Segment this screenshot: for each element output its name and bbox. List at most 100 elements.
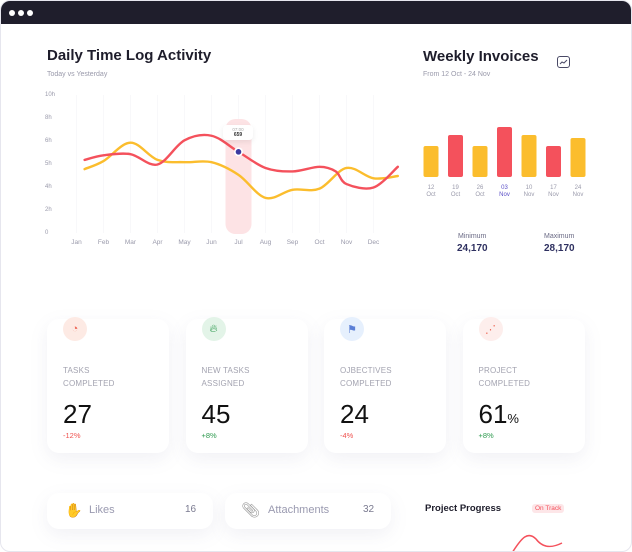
weekly-invoices-title: Weekly Invoices [423,48,539,65]
daily-chart-subtitle: Today vs Yesterday [47,71,108,78]
stat-card[interactable]: 🔥︎ NEW TASKS ASSIGNED 45 +8% [185,317,308,453]
bar-label-day: 03 [501,185,508,191]
likes-count: 16 [185,504,197,515]
clap-hands-icon: ✋ [65,502,83,518]
invoice-bar[interactable] [472,146,488,177]
invoice-bar[interactable] [570,138,586,177]
x-tick-label: Dec [367,239,380,246]
window-dot-icon[interactable] [18,10,24,16]
bar-label-month: Nov [572,192,584,198]
x-tick-label: Jan [71,239,82,246]
window-dot-icon[interactable] [9,10,15,16]
y-tick-label: 5h [45,160,52,167]
bar-label-month: Oct [426,192,436,198]
stat-label-line: TASKS [63,366,90,375]
stat-value: 61% [479,399,519,430]
data-point-dot [235,149,242,155]
tooltip-time: 07:00 [232,127,244,132]
stat-number: 24 [340,399,369,429]
bar-label-month: Oct [450,192,461,198]
scatter-icon: ⋰ [478,317,503,341]
y-tick-label: 0 [45,229,49,236]
bar-label-month: Oct [475,192,485,198]
attachments-count: 32 [363,504,375,515]
x-tick-label: Oct [314,239,325,246]
minimum-value: 24,170 [457,243,488,254]
x-tick-label: Feb [97,239,110,246]
x-tick-label: Apr [152,239,163,246]
stat-delta: -4% [340,431,354,440]
series-line-yesterday [83,141,399,200]
stat-value: 27 [63,399,92,430]
stat-label-line: OJBECTIVES [340,366,392,375]
series-line-today [83,133,399,190]
bar-label-day: 12 [427,185,435,191]
x-tick-label: Jun [206,239,217,246]
flag-icon: ⚑ [340,317,364,341]
x-tick-label: Aug [259,239,272,246]
daily-chart-title: Daily Time Log Activity [47,47,212,64]
attachments-label: Attachments [268,504,330,516]
bar-label: 12 Oct [419,185,443,199]
pie-chart-icon: ◔ [63,317,87,341]
status-badge: On Track [532,504,565,513]
bar-label-day: 26 [476,185,484,191]
bar-label-day: 10 [525,185,533,191]
stat-value: 45 [202,399,231,430]
stat-label: NEW TASKS ASSIGNED [202,364,250,390]
maximum-value: 28,170 [544,243,575,254]
stat-number: 45 [201,399,231,429]
likes-label: Likes [89,504,115,516]
y-tick-label: 8h [45,114,52,121]
invoice-bar[interactable] [448,135,463,177]
invoice-bar[interactable] [497,127,512,177]
bar-label-month: Nov [523,192,535,198]
window-dot-icon[interactable] [27,10,33,16]
stat-delta: +8% [201,431,217,440]
stat-card[interactable]: ◔ TASKS COMPLETED 27 -12% [47,317,169,453]
x-tick-label: Sep [286,239,299,246]
chart-tooltip: 07:00 659 [223,125,253,140]
stat-label-line: PROJECT [478,366,518,375]
stat-card[interactable]: ⋰ PROJECT COMPLETED 61% +8% [462,317,585,453]
stat-label-line: COMPLETED [340,379,392,388]
project-progress-chart [512,534,563,551]
project-progress-title: Project Progress [425,503,502,514]
weekly-bar-chart [423,127,586,177]
y-tick-label: 2h [45,206,52,213]
tooltip-value: 659 [233,132,243,138]
bar-label: 17 Nov [542,185,566,199]
x-tick-label: May [178,239,191,246]
bar-label-day: 19 [452,185,459,191]
bar-label: 19 Oct [444,185,468,199]
stat-label-line: COMPLETED [63,379,115,388]
likes-card[interactable]: ✋ Likes 16 [47,493,213,529]
weekly-invoices-subtitle: From 12 Oct - 24 Nov [423,71,491,78]
x-tick-label: Nov [340,239,353,246]
trend-chart-icon[interactable] [557,56,570,68]
stat-label-line: COMPLETED [478,379,531,388]
bar-label-day: 24 [574,185,582,191]
flame-icon: 🔥︎ [201,317,226,341]
attachments-card[interactable]: 📎︎ Attachments 32 [225,493,391,529]
invoice-bar[interactable] [546,146,561,177]
stat-number: 61 [478,399,508,429]
invoice-bar[interactable] [521,135,537,177]
y-tick-label: 6h [45,137,52,144]
stat-label: TASKS COMPLETED [63,364,115,390]
stat-label: PROJECT COMPLETED [479,364,531,390]
bar-label: 24 Nov [566,185,590,199]
bar-label: 03 Nov [493,185,517,199]
stat-label-line: NEW TASKS [201,366,250,375]
stat-delta: +8% [478,431,494,440]
window-titlebar [1,1,631,24]
bar-label: 26 Oct [468,185,492,199]
bar-label-month: Nov [499,192,510,198]
stat-delta: -12% [63,431,81,440]
invoice-bar[interactable] [423,146,439,177]
stat-card[interactable]: ⚑ OJBECTIVES COMPLETED 24 -4% [324,317,446,453]
minimum-label: Minimum [458,233,487,240]
x-tick-label: Jul [234,239,243,246]
maximum-label: Maximum [544,233,575,240]
